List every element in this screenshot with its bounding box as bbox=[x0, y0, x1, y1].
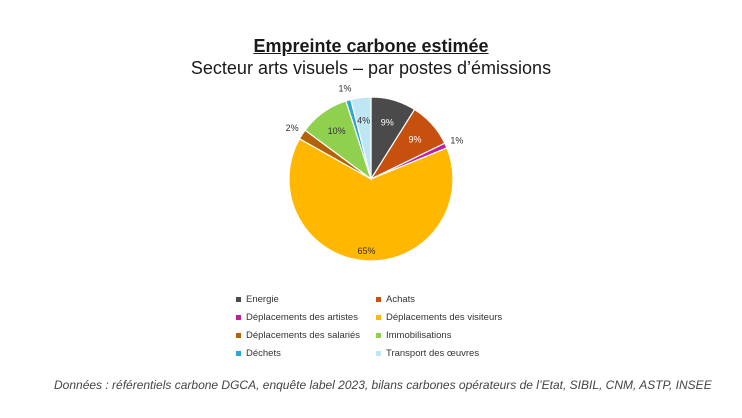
legend-label: Déplacements des visiteurs bbox=[386, 312, 503, 323]
pie-chart: 9% 9% 1% 65% 2% 10% 1% 4% bbox=[286, 84, 463, 262]
legend-label: Déchets bbox=[246, 348, 281, 359]
legend-swatch bbox=[236, 315, 241, 320]
slice-data-label: 65% bbox=[358, 246, 376, 256]
legend-swatch bbox=[376, 351, 381, 356]
legend-item: Energie bbox=[236, 294, 376, 305]
slice-data-label: 2% bbox=[286, 123, 299, 133]
chart-subtitle: Secteur arts visuels – par postes d’émis… bbox=[190, 58, 552, 78]
legend-item: Déplacements des visiteurs bbox=[376, 312, 536, 323]
legend-item: Déchets bbox=[236, 348, 376, 359]
pie-slice bbox=[350, 96, 372, 180]
legend-item: Déplacements des salariés bbox=[236, 330, 376, 341]
legend-swatch bbox=[236, 351, 241, 356]
legend-label: Immobilisations bbox=[386, 330, 452, 341]
legend-swatch bbox=[376, 315, 381, 320]
pie-slice bbox=[288, 137, 454, 262]
legend-item: Achats bbox=[376, 294, 536, 305]
slice-data-label: 1% bbox=[450, 136, 463, 146]
legend-swatch bbox=[376, 297, 381, 302]
slice-data-label: 4% bbox=[357, 115, 370, 125]
legend-label: Déplacements des salariés bbox=[246, 330, 361, 341]
chart-title: Empreinte carbone estimée bbox=[253, 36, 489, 56]
slice-data-label: 10% bbox=[328, 126, 346, 136]
legend-swatch bbox=[236, 297, 241, 302]
source-note: Données : référentiels carbone DGCA, enq… bbox=[54, 378, 712, 392]
slice-data-label: 9% bbox=[408, 135, 421, 145]
chart-legend: Energie Achats Déplacements des artistes Dé… bbox=[236, 294, 536, 359]
legend-swatch bbox=[236, 333, 241, 338]
legend-swatch bbox=[376, 333, 381, 338]
legend-item: Transport des œuvres bbox=[376, 348, 536, 359]
slice-data-label: 1% bbox=[339, 84, 352, 94]
slice-data-label: 9% bbox=[381, 117, 394, 127]
legend-label: Déplacements des artistes bbox=[246, 312, 358, 323]
legend-label: Transport des œuvres bbox=[386, 348, 480, 359]
legend-label: Achats bbox=[386, 294, 416, 305]
legend-label: Energie bbox=[246, 294, 279, 305]
legend-item: Déplacements des artistes bbox=[236, 312, 376, 323]
legend-item: Immobilisations bbox=[376, 330, 536, 341]
